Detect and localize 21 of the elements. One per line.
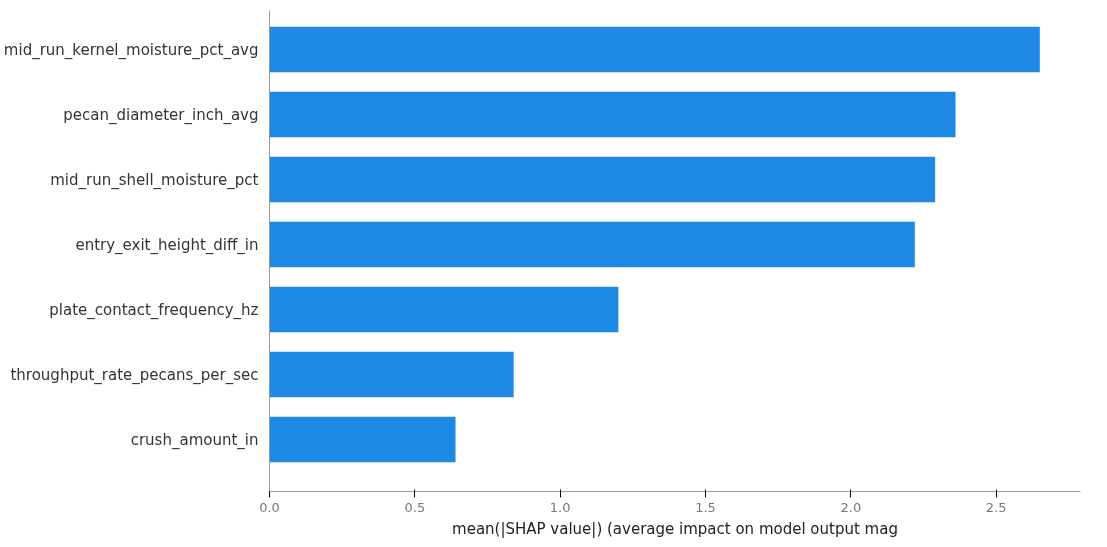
y-tick-label: mid_run_shell_moisture_pct xyxy=(50,170,259,190)
y-tick-label: entry_exit_height_diff_in xyxy=(75,235,259,255)
bar xyxy=(269,26,1040,73)
bar xyxy=(269,351,514,398)
bar xyxy=(269,416,456,463)
x-tick-label: 2.0 xyxy=(840,499,862,515)
y-tick-label: plate_contact_frequency_hz xyxy=(49,300,259,320)
bar xyxy=(269,286,619,333)
x-tick-label: 0.5 xyxy=(404,499,426,515)
bar xyxy=(269,221,915,268)
y-tick-label: pecan_diameter_inch_avg xyxy=(63,105,259,125)
y-tick-label: throughput_rate_pecans_per_sec xyxy=(10,365,259,385)
bar xyxy=(269,156,936,203)
y-tick-label: mid_run_kernel_moisture_pct_avg xyxy=(3,40,259,60)
x-tick-label: 0.0 xyxy=(259,499,280,515)
x-axis-title: mean(|SHAP value|) (average impact on model output mag xyxy=(452,519,898,538)
x-tick-label: 1.0 xyxy=(549,499,571,515)
x-tick-label: 2.5 xyxy=(985,499,1007,515)
y-tick-label: crush_amount_in xyxy=(130,430,259,450)
x-tick-label: 1.5 xyxy=(695,499,716,515)
bar xyxy=(269,91,956,138)
